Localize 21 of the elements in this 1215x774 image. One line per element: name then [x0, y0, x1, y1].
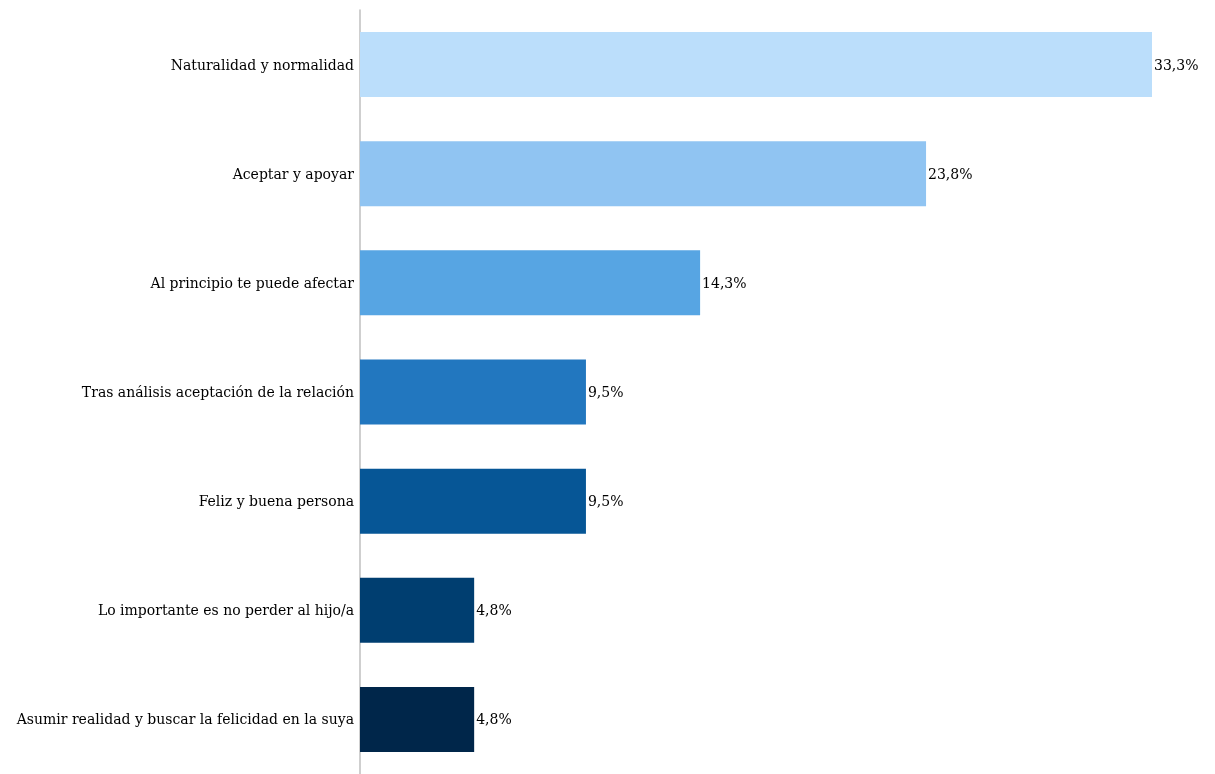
- y-tick-label: Asumir realidad y buscar la felicidad en la suya: [15, 711, 354, 728]
- bar: [360, 32, 1152, 98]
- y-tick-label: Lo importante es no perder al hijo/a: [97, 602, 354, 619]
- bar: [360, 468, 586, 534]
- data-label: 23,8%: [928, 165, 973, 182]
- y-tick-label: Tras análisis aceptación de la relación: [81, 384, 354, 400]
- data-label: 14,3%: [702, 274, 747, 291]
- y-tick-label: Al principio te puede afectar: [149, 274, 355, 291]
- bar: [360, 141, 927, 207]
- bar: [360, 359, 586, 425]
- y-tick-label: Aceptar y apoyar: [231, 165, 355, 182]
- data-label: 33,3%: [1154, 56, 1199, 73]
- y-tick-label: Naturalidad y normalidad: [170, 56, 355, 73]
- y-tick-label: Feliz y buena persona: [198, 493, 354, 510]
- data-label: 4,8%: [476, 602, 512, 619]
- bar: [360, 577, 475, 643]
- data-label: 4,8%: [476, 711, 512, 728]
- bar: [360, 250, 701, 316]
- data-label: 9,5%: [587, 384, 624, 400]
- data-label: 9,5%: [587, 493, 624, 510]
- bar: [360, 686, 475, 752]
